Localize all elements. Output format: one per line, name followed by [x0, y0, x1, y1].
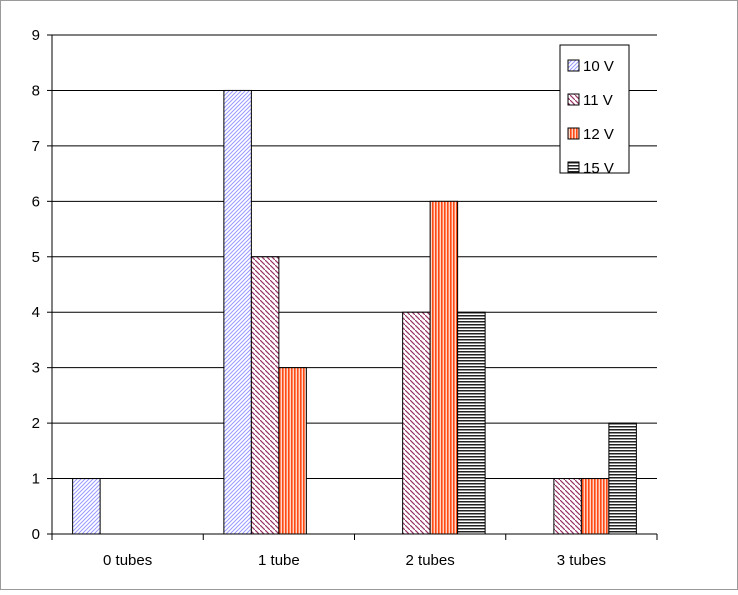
legend-label: 11 V — [583, 92, 613, 109]
legend-swatch — [567, 127, 580, 140]
bar-10v-0 — [72, 478, 101, 535]
x-tick-label: 0 tubes — [103, 552, 152, 569]
x-tick-label: 1 tube — [258, 552, 300, 569]
bar-12v-3 — [580, 478, 610, 535]
bar-15v-3 — [608, 422, 637, 535]
bar-11v-1 — [250, 256, 280, 535]
bar-12v-1 — [278, 367, 307, 535]
x-tick-labels: 0 tubes 1 tube 2 tubes 3 tubes — [103, 552, 606, 569]
y-tick-label: 9 — [32, 27, 40, 44]
legend-swatch — [567, 93, 580, 106]
y-tick-label: 8 — [32, 82, 40, 99]
legend-swatch — [567, 59, 580, 72]
x-tick-label: 3 tubes — [557, 552, 606, 569]
y-tick-label: 7 — [32, 138, 40, 155]
y-tick-label: 0 — [32, 526, 40, 543]
bar-15v-2 — [457, 311, 486, 535]
y-tick-label: 4 — [32, 304, 40, 321]
y-tick-label: 1 — [32, 471, 40, 488]
legend-label: 12 V — [583, 126, 614, 143]
y-tick-label: 5 — [32, 249, 40, 266]
y-tick-label: 6 — [32, 193, 40, 210]
legend-label: 10 V — [583, 58, 614, 75]
y-tick-label: 2 — [32, 415, 40, 432]
y-tick-labels: 0 1 2 3 4 5 6 7 8 9 — [32, 27, 40, 543]
legend: 10 V 11 V 12 V 15 V — [559, 44, 630, 177]
bar-11v-2 — [402, 311, 431, 535]
legend-swatch — [567, 161, 580, 174]
axes — [47, 34, 658, 540]
bar-12v-2 — [429, 200, 459, 535]
y-tick-label: 3 — [32, 360, 40, 377]
bars — [72, 89, 637, 535]
bar-11v-3 — [553, 478, 582, 535]
x-tick-label: 2 tubes — [406, 552, 455, 569]
legend-label: 15 V — [583, 160, 614, 177]
bar-10v-1 — [223, 89, 252, 535]
